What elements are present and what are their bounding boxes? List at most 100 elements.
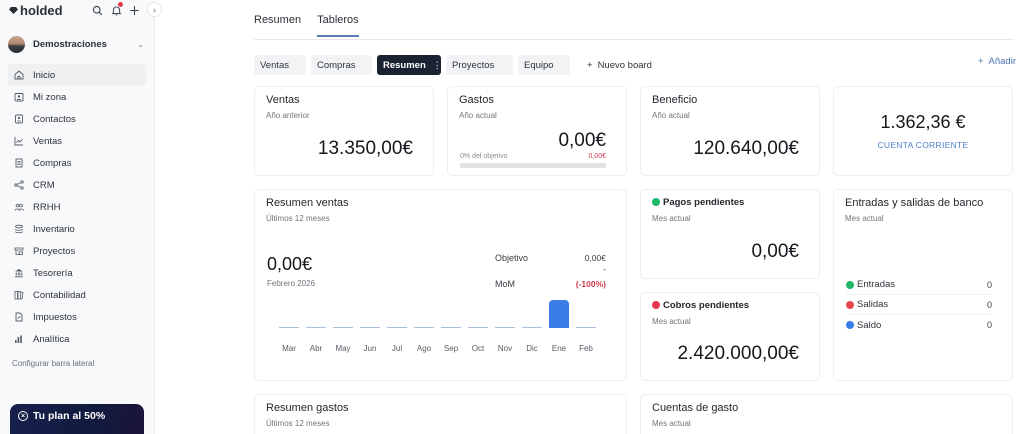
widget-value: 13.350,00€ xyxy=(317,138,413,159)
page-tabs: Resumen Tableros xyxy=(254,14,359,37)
board-label: Ventas xyxy=(260,59,290,71)
widget-value: 0,00€ xyxy=(751,241,799,262)
sidebar-item-contabilidad[interactable]: Contabilidad xyxy=(8,284,146,306)
sidebar-item-contactos[interactable]: Contactos xyxy=(8,108,146,130)
legend-value: 0 xyxy=(986,279,992,290)
kebab-menu-icon[interactable]: ⋮ xyxy=(432,59,442,70)
objetivo-dash: - xyxy=(603,264,606,274)
sidebar-item-proyectos[interactable]: Proyectos xyxy=(8,240,146,262)
goal-row: 0% del objetivo 0,00€ xyxy=(460,153,606,160)
board-proyectos[interactable]: Proyectos xyxy=(446,55,513,75)
goal-value: 0,00€ xyxy=(588,153,606,160)
widget-subtitle: Últimos 12 meses xyxy=(266,214,330,223)
board-ventas[interactable]: Ventas xyxy=(254,55,306,75)
widget-title: Beneficio xyxy=(652,94,698,106)
widget-resumen-gastos[interactable]: Resumen gastos Últimos 12 meses xyxy=(254,394,627,434)
contact-card-icon xyxy=(14,114,24,124)
bar[interactable] xyxy=(495,327,515,328)
collapse-sidebar-button[interactable]: › xyxy=(147,2,162,17)
board-label: Equipo xyxy=(524,59,554,71)
account-name: Demostraciones xyxy=(33,38,107,50)
sidebar-item-ventas[interactable]: Ventas xyxy=(8,130,146,152)
add-widget-button[interactable]: + Añadir xyxy=(978,56,1016,67)
widget-cobros-pendientes[interactable]: Cobros pendientes Mes actual 2.420.000,0… xyxy=(640,292,820,381)
widget-value: 0,00€ xyxy=(558,130,606,151)
account-label[interactable]: CUENTA CORRIENTE xyxy=(877,140,969,150)
sidebar-item-impuestos[interactable]: Impuestos xyxy=(8,306,146,328)
tab-resumen[interactable]: Resumen xyxy=(254,14,302,26)
bar-column xyxy=(414,290,434,328)
month-label: Ago xyxy=(416,344,432,353)
bar[interactable] xyxy=(468,327,488,328)
month-label: Jul xyxy=(391,344,403,353)
bar[interactable] xyxy=(576,327,596,328)
receipt-icon xyxy=(14,158,24,168)
bar[interactable] xyxy=(441,327,461,328)
bar-column xyxy=(549,290,569,328)
sidebar-item-inventario[interactable]: Inventario xyxy=(8,218,146,240)
widget-cuenta-corriente[interactable]: 1.362,36 € CUENTA CORRIENTE xyxy=(833,86,1013,176)
sidebar-topbar: holded xyxy=(0,0,155,22)
widget-title: Cobros pendientes xyxy=(652,300,749,311)
plus-icon: + xyxy=(587,59,593,71)
bank-legend: Entradas 0 Salidas 0 Saldo 0 xyxy=(846,275,992,335)
widget-subtitle: Mes actual xyxy=(652,317,691,326)
bar-column xyxy=(279,290,299,328)
board-selector: Ventas Compras Resumen ⋮ Proyectos Equipo… xyxy=(254,55,652,75)
bar[interactable] xyxy=(306,327,326,328)
widget-subtitle: Año actual xyxy=(652,111,690,120)
sidebar-item-rrhh[interactable]: RRHH xyxy=(8,196,146,218)
widget-banco[interactable]: Entradas y salidas de banco Mes actual E… xyxy=(833,189,1013,381)
plan-card[interactable]: × Tu plan al 50% xyxy=(10,404,144,434)
widget-title: Resumen ventas xyxy=(266,197,349,209)
sidebar-item-tesoreria[interactable]: Tesorería xyxy=(8,262,146,284)
tab-tableros[interactable]: Tableros xyxy=(317,14,359,37)
status-dot-red xyxy=(652,301,660,309)
account-switcher[interactable]: Demostraciones ⌄ xyxy=(8,34,144,54)
bar[interactable] xyxy=(333,327,353,328)
mom-label: MoM xyxy=(495,279,515,289)
board-compras[interactable]: Compras xyxy=(311,55,372,75)
diamond-icon xyxy=(9,7,18,14)
sidebar-item-mi-zona[interactable]: Mi zona xyxy=(8,86,146,108)
green-dot-icon xyxy=(846,280,854,289)
bar[interactable] xyxy=(279,327,299,328)
plus-icon[interactable] xyxy=(127,3,141,17)
board-resumen[interactable]: Resumen ⋮ xyxy=(377,55,442,75)
sidebar-item-label: Inicio xyxy=(33,69,56,81)
widget-cuentas-gasto[interactable]: Cuentas de gasto Mes actual xyxy=(640,394,1013,434)
widget-ventas[interactable]: Ventas Año anterior 13.350,00€ xyxy=(254,86,434,176)
month-label: Jun xyxy=(363,344,377,353)
logo[interactable]: holded xyxy=(9,3,63,18)
widget-resumen-ventas[interactable]: Resumen ventas Últimos 12 meses 0,00€ Fe… xyxy=(254,189,627,381)
sidebar-item-crm[interactable]: CRM xyxy=(8,174,146,196)
bar[interactable] xyxy=(387,327,407,328)
sidebar-item-inicio[interactable]: Inicio xyxy=(8,64,146,86)
close-circle-icon[interactable]: × xyxy=(18,411,28,421)
widget-subtitle: Mes actual xyxy=(845,214,884,223)
sidebar-item-label: Contactos xyxy=(33,113,76,125)
document-icon xyxy=(14,312,24,322)
sidebar-item-analitica[interactable]: Analítica xyxy=(8,328,146,350)
sidebar-item-label: Ventas xyxy=(33,135,63,147)
widget-gastos[interactable]: Gastos Año actual 0,00€ 0% del objetivo … xyxy=(447,86,627,176)
widget-pagos-pendientes[interactable]: Pagos pendientes Mes actual 0,00€ xyxy=(640,189,820,279)
bar[interactable] xyxy=(360,327,380,328)
bar[interactable] xyxy=(414,327,434,328)
widget-beneficio[interactable]: Beneficio Año actual 120.640,00€ xyxy=(640,86,820,176)
widget-value: 2.420.000,00€ xyxy=(677,343,799,364)
tabs-divider xyxy=(254,39,1014,40)
bell-icon[interactable] xyxy=(109,2,123,17)
bar[interactable] xyxy=(549,300,569,328)
configure-sidebar-link[interactable]: Configurar barra lateral xyxy=(12,359,95,368)
bar-column xyxy=(441,290,461,328)
month-label: Feb xyxy=(579,344,593,353)
avatar xyxy=(8,35,25,53)
bar[interactable] xyxy=(522,327,542,328)
board-equipo[interactable]: Equipo xyxy=(518,55,570,75)
board-label: Compras xyxy=(317,59,356,71)
sidebar-item-compras[interactable]: Compras xyxy=(8,152,146,174)
search-icon[interactable] xyxy=(90,3,104,17)
new-board-button[interactable]: + Nuevo board xyxy=(587,60,652,71)
